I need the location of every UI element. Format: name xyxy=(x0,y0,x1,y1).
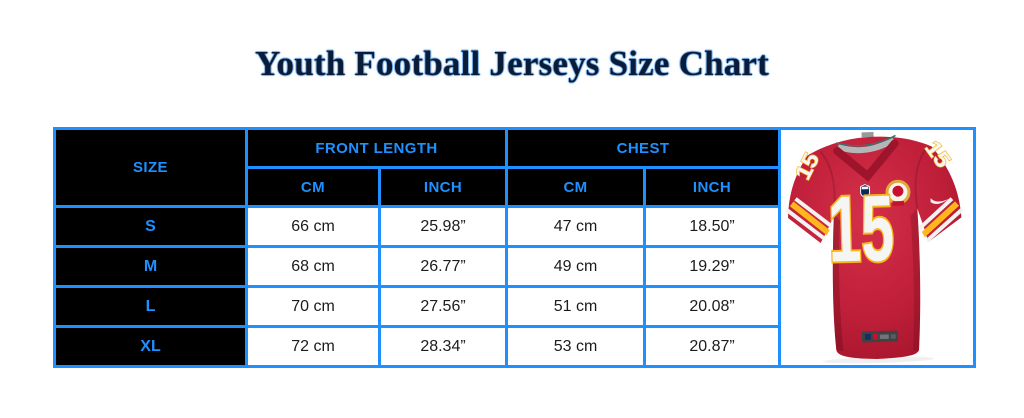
right-body-shade xyxy=(910,208,921,351)
chest-group-header: CHEST xyxy=(505,127,782,169)
v-neck-collar xyxy=(833,138,899,182)
value-cell: 20.08” xyxy=(643,285,782,328)
size-label: S xyxy=(53,205,248,248)
jersey-product-image-cell: 15 15 xyxy=(778,127,977,368)
left-body-shade xyxy=(832,214,844,351)
hanger-loop xyxy=(861,131,874,137)
jersey-number: 15 xyxy=(827,175,895,282)
value-cell: 49 cm xyxy=(505,245,647,288)
size-label: L xyxy=(53,285,248,328)
page-title: Youth Football Jerseys Size Chart xyxy=(254,44,770,83)
value-cell: 68 cm xyxy=(245,245,381,288)
header-row-groups: SIZE FRONT LENGTH CHEST xyxy=(53,127,977,368)
value-cell: 26.77” xyxy=(377,245,509,288)
jersey-image-box: 15 15 xyxy=(783,131,972,364)
collar-inner-band xyxy=(837,136,896,153)
value-cell: 70 cm xyxy=(245,285,381,328)
right-sleeve-stripes xyxy=(912,196,964,245)
chest-inch-header: INCH xyxy=(643,166,782,208)
size-chart-container: SIZE FRONT LENGTH CHEST xyxy=(53,127,977,368)
table-row-l: L 70 cm 27.56” 51 cm 20.08” xyxy=(53,285,975,328)
header-row-units: CM INCH CM INCH xyxy=(55,166,975,208)
value-cell: 25.98” xyxy=(377,205,509,248)
left-armhole-seam xyxy=(819,150,836,215)
left-sleeve-stripes xyxy=(785,196,839,243)
right-armhole-seam xyxy=(914,145,929,209)
jersey-silhouette xyxy=(788,136,962,359)
value-cell: 19.29” xyxy=(643,245,782,288)
front-length-cm-header: CM xyxy=(245,166,381,208)
value-cell: 27.56” xyxy=(377,285,509,328)
table-row-xl: XL 72 cm 28.34” 53 cm 20.87” xyxy=(53,325,975,368)
collar-trim-line xyxy=(835,134,896,147)
value-cell: 66 cm xyxy=(245,205,381,248)
value-cell: 53 cm xyxy=(505,325,647,368)
table-row-m: M 68 cm 26.77” 49 cm 19.29” xyxy=(53,245,975,288)
value-cell: 51 cm xyxy=(505,285,647,328)
front-length-group-header: FRONT LENGTH xyxy=(244,127,509,169)
size-chart-table: SIZE FRONT LENGTH CHEST xyxy=(53,127,977,368)
nike-swoosh-icon xyxy=(930,197,949,204)
size-label: M xyxy=(53,245,248,288)
value-cell: 20.87” xyxy=(643,325,782,368)
value-cell: 47 cm xyxy=(505,205,647,248)
jocktag xyxy=(861,330,898,342)
nfl-shield-icon xyxy=(859,183,871,198)
chiefs-jersey-image: 15 15 xyxy=(785,131,964,363)
front-length-inch-header: INCH xyxy=(377,166,509,208)
value-cell: 28.34” xyxy=(377,325,509,368)
value-cell: 72 cm xyxy=(245,325,381,368)
table-row-s: S 66 cm 25.98” 47 cm 18.50” xyxy=(53,205,975,248)
value-cell: 18.50” xyxy=(643,205,782,248)
size-column-header: SIZE xyxy=(53,127,248,208)
size-label: XL xyxy=(53,325,248,368)
jersey-shadow xyxy=(822,356,935,363)
chest-cm-header: CM xyxy=(505,166,647,208)
chiefs-logo-patch xyxy=(885,179,911,206)
